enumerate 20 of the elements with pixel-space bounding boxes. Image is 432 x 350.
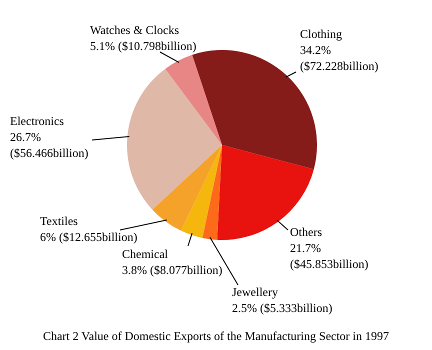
pie-slice: [180, 145, 222, 238]
slice-label: Watches & Clocks: [90, 23, 180, 37]
text: Chart 2 Value of Domestic Exports of the Manufacturing Sector in 1997: [42, 329, 390, 343]
pie-slice: [202, 145, 222, 240]
slice-label: Jewellery: [232, 285, 278, 299]
slice-label: Chemical: [122, 247, 169, 261]
slice-label: Others: [290, 225, 322, 239]
data-label: 21.7% ($45.853billion): [290, 241, 368, 271]
data-label: 3.8% ($8.077billion): [122, 263, 222, 277]
pie-slice: [127, 68, 222, 210]
data-label: 26.7% ($56.466billion): [10, 130, 88, 160]
slice-label: Textiles: [40, 214, 78, 228]
data-label: 34.2% ($72.228billion): [300, 43, 378, 73]
pie-slice: [165, 54, 222, 145]
data-label: 5.1% ($10.798billion): [90, 39, 196, 53]
slice-label: Clothing: [300, 27, 342, 41]
pie-slice: [152, 145, 222, 231]
data-label: 2.5% ($5.333billion): [232, 301, 332, 315]
slice-label: Electronics: [10, 114, 64, 128]
data-label: 6% ($12.655billion): [40, 230, 138, 244]
